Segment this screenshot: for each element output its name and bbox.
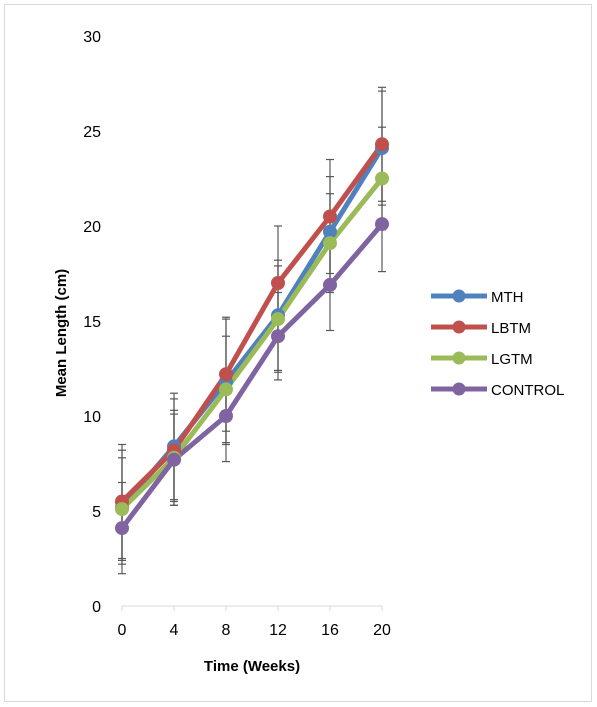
data-point-lgtm [219,382,233,397]
y-tick-label: 10 [83,409,101,426]
data-point-mth [323,224,337,239]
legend-label: LGTM [491,351,533,368]
data-point-lgtm [375,171,389,186]
legend-label: LBTM [491,320,531,337]
legend-swatch-marker [452,382,466,396]
data-point-lbtm [323,209,337,224]
y-tick-label: 15 [83,314,101,331]
data-point-control [219,409,233,423]
data-point-control [271,329,285,344]
series-line-lbtm [119,141,385,504]
data-point-lgtm [271,312,285,327]
legend-item-mth: MTH [431,289,524,306]
y-axis-title: Mean Length (cm) [53,269,70,397]
series-line-control [119,221,385,531]
data-point-control [115,521,129,536]
x-axis-ticks: 0 4 8 12 16 20 [118,622,391,639]
data-point-lgtm [323,236,337,251]
legend-item-lbtm: LBTM [431,320,531,337]
data-point-control [323,277,337,292]
x-tick-label: 4 [170,622,179,639]
x-tick-label: 12 [269,622,287,639]
series-line-lgtm [119,176,385,512]
legend-label: MTH [491,289,524,306]
data-point-lbtm [375,137,389,152]
x-tick-label: 0 [118,622,127,639]
y-tick-label: 5 [92,504,101,521]
x-tick-label: 8 [222,622,231,639]
legend: MTH LBTM LGTM CONTROL [431,289,564,399]
y-axis-ticks: 0 5 10 15 20 25 30 [83,29,101,616]
data-point-lbtm [271,276,285,290]
data-point-lbtm [219,367,233,382]
chart-frame [4,4,592,702]
x-tick-label: 16 [321,622,339,639]
legend-label: CONTROL [491,382,564,399]
legend-swatch-marker [452,351,466,365]
y-tick-label: 20 [83,219,101,236]
data-point-control [167,452,181,467]
data-point-control [375,217,389,232]
legend-swatch-marker [452,289,466,303]
y-tick-label: 25 [83,124,101,141]
x-axis-title: Time (Weeks) [204,658,300,675]
x-tick-label: 20 [373,622,391,639]
x-axis-tickmarks [121,606,383,611]
legend-item-control: CONTROL [431,382,564,399]
legend-swatch-marker [452,320,466,334]
y-tick-label: 0 [92,599,101,616]
y-tick-label: 30 [83,29,101,46]
legend-item-lgtm: LGTM [431,351,533,368]
data-point-lgtm [115,502,129,517]
series-markers [115,137,389,536]
series-lines [119,141,385,531]
